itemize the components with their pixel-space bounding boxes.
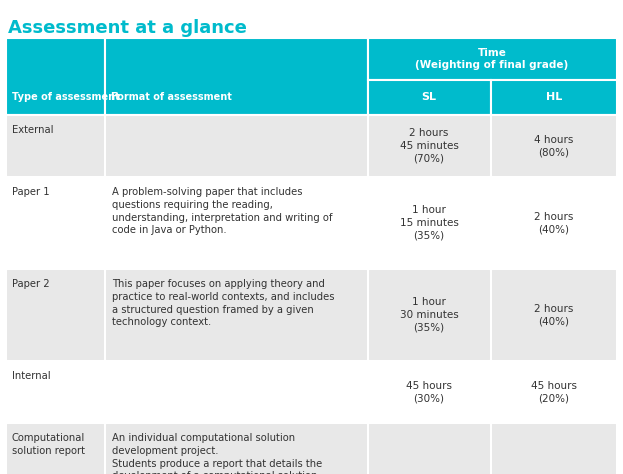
Text: 45 hours
(20%): 45 hours (20%) [531, 381, 577, 403]
Bar [491, 80, 617, 115]
Text: Paper 1: Paper 1 [12, 187, 50, 197]
Text: 45 hours
(30%): 45 hours (30%) [406, 381, 452, 403]
Text: Paper 2: Paper 2 [12, 279, 50, 289]
Bar [105, 361, 368, 423]
Bar [491, 177, 617, 269]
Bar [6, 423, 105, 474]
Text: A problem-solving paper that includes
questions requiring the reading,
understan: A problem-solving paper that includes qu… [112, 187, 333, 236]
Bar [105, 177, 368, 269]
Text: This paper focuses on applying theory and
practice to real-world contexts, and i: This paper focuses on applying theory an… [112, 279, 335, 328]
Bar [6, 38, 105, 115]
Bar [491, 361, 617, 423]
Text: Time
(Weighting of final grade): Time (Weighting of final grade) [416, 48, 569, 70]
Text: SL: SL [422, 92, 437, 102]
Text: Internal: Internal [12, 371, 50, 381]
Bar [105, 38, 368, 115]
Text: 4 hours
(80%): 4 hours (80%) [535, 135, 574, 157]
Text: 2 hours
(40%): 2 hours (40%) [535, 211, 574, 235]
Bar [491, 423, 617, 474]
Text: Assessment at a glance: Assessment at a glance [8, 19, 247, 37]
Bar [6, 361, 105, 423]
Bar [368, 423, 491, 474]
Text: 1 hour
15 minutes
(35%): 1 hour 15 minutes (35%) [399, 205, 459, 241]
Bar [491, 115, 617, 177]
Text: External: External [12, 125, 54, 135]
Bar [6, 115, 105, 177]
Text: Format of assessment: Format of assessment [111, 92, 232, 102]
Text: HL: HL [546, 92, 562, 102]
Bar [105, 115, 368, 177]
Bar [368, 269, 491, 361]
Bar [368, 38, 617, 80]
Text: Type of assessment: Type of assessment [12, 92, 120, 102]
Text: 2 hours
(40%): 2 hours (40%) [535, 304, 574, 327]
Bar [368, 115, 491, 177]
Bar [6, 269, 105, 361]
Bar [368, 177, 491, 269]
Text: 2 hours
45 minutes
(70%): 2 hours 45 minutes (70%) [399, 128, 459, 164]
Bar [491, 269, 617, 361]
Bar [368, 361, 491, 423]
Text: Computational
solution report: Computational solution report [12, 433, 85, 456]
Bar [105, 269, 368, 361]
Text: 1 hour
30 minutes
(35%): 1 hour 30 minutes (35%) [399, 297, 459, 333]
Bar [105, 423, 368, 474]
Bar [368, 80, 491, 115]
Bar [6, 177, 105, 269]
Text: An individual computational solution
development project.
Students produce a rep: An individual computational solution dev… [112, 433, 339, 474]
